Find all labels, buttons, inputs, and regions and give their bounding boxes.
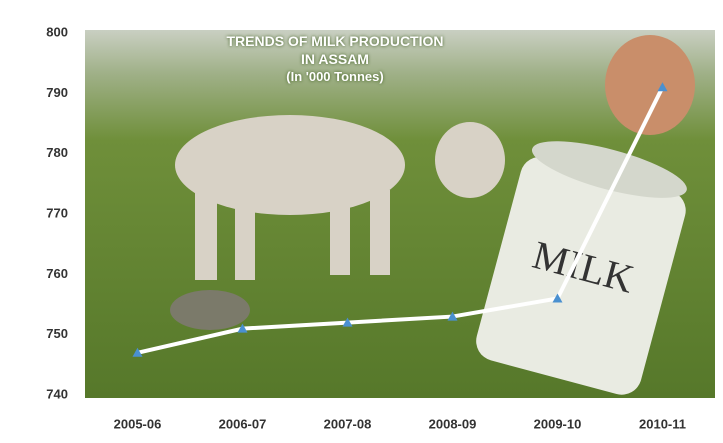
marker bbox=[237, 323, 248, 333]
marker bbox=[132, 347, 143, 357]
marker bbox=[447, 311, 458, 321]
marker bbox=[657, 82, 668, 92]
x-tick-label: 2007-08 bbox=[324, 416, 372, 431]
x-tick-label: 2008-09 bbox=[429, 416, 477, 431]
rock bbox=[170, 290, 250, 330]
y-tick-label: 790 bbox=[46, 85, 68, 100]
marker bbox=[342, 317, 353, 327]
x-tick-label: 2010-11 bbox=[639, 416, 686, 431]
y-tick-label: 770 bbox=[46, 205, 68, 220]
y-tick-label: 740 bbox=[46, 386, 68, 401]
data-line bbox=[137, 86, 665, 355]
x-tick-label: 2009-10 bbox=[534, 416, 582, 431]
chart-subtitle: (In '000 Tonnes) bbox=[286, 69, 384, 84]
hand bbox=[605, 35, 695, 135]
cow-illustration bbox=[175, 115, 505, 280]
milk-can: MILK bbox=[476, 141, 687, 395]
y-tick-label: 800 bbox=[46, 24, 68, 39]
marker bbox=[552, 293, 563, 303]
y-tick-label: 780 bbox=[46, 145, 68, 160]
y-tick-label: 750 bbox=[46, 326, 68, 341]
x-tick-label: 2006-07 bbox=[219, 416, 267, 431]
y-tick-label: 760 bbox=[46, 266, 68, 281]
title-block: TRENDS OF MILK PRODUCTION IN ASSAM (In '… bbox=[225, 32, 445, 86]
chart-title: TRENDS OF MILK PRODUCTION IN ASSAM bbox=[226, 33, 444, 67]
x-tick-label: 2005-06 bbox=[114, 416, 162, 431]
